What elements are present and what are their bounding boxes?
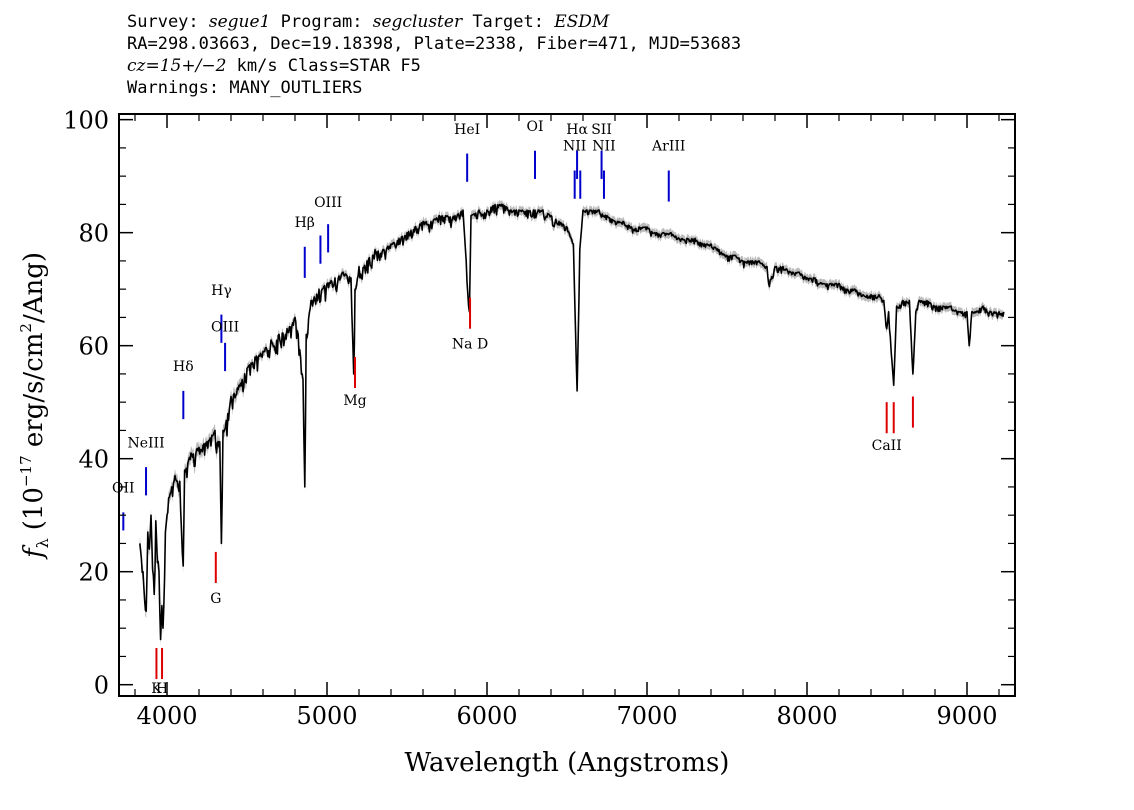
y-label-exponent-2: 2: [17, 323, 35, 333]
emission-line-label: ArIII: [651, 139, 685, 155]
absorption-line-label: H: [156, 681, 168, 697]
y-axis-label: fλ(10−17 erg/s/cm2/Ang): [17, 252, 52, 560]
emission-line-label: Hδ: [173, 359, 194, 375]
emission-line-label: NII: [563, 139, 586, 155]
header-line-coordinates: RA=298.03663, Dec=19.18398, Plate=2338, …: [127, 34, 742, 54]
emission-line-label: Hα: [566, 122, 588, 138]
class-value: km/s Class=STAR F5: [226, 56, 421, 76]
absorption-line-label: G: [210, 591, 221, 607]
header-line-warnings: Warnings: MANY_OUTLIERS: [127, 78, 363, 98]
target-value: ESDM: [554, 12, 610, 32]
x-axis-label: Wavelength (Angstroms): [405, 748, 730, 778]
x-tick-label: 9000: [936, 702, 997, 730]
redshift-value: cz=15+/−2: [127, 56, 227, 76]
x-tick-label: 7000: [616, 702, 677, 730]
y-label-lambda: λ: [33, 538, 52, 548]
emission-line-label: HeI: [454, 122, 480, 138]
y-tick-label: 60: [78, 333, 109, 361]
absorption-line-label: K: [151, 681, 162, 697]
y-label-suffix: /Ang): [19, 252, 49, 323]
y-tick-label: 0: [94, 672, 109, 700]
emission-line-label: Hγ: [211, 283, 232, 299]
program-value: segcluster: [372, 12, 463, 32]
survey-label: Survey:: [127, 12, 209, 32]
x-tick-label: 5000: [296, 702, 357, 730]
survey-value: segue1: [208, 12, 271, 32]
x-tick-label: 4000: [136, 702, 197, 730]
emission-line-label: Hβ: [295, 215, 315, 231]
y-label-units: erg/s/cm: [19, 333, 49, 456]
absorption-line-label: Mg: [343, 393, 366, 409]
spectrum-line: [139, 203, 1005, 641]
absorption-line-label: Na D: [452, 336, 488, 352]
spectrum-header: Survey: segue1 Program: segcluster Targe…: [127, 11, 741, 99]
header-line-redshift: cz=15+/−2 km/s Class=STAR F5: [127, 55, 741, 77]
emission-line-label: OI: [526, 119, 543, 135]
y-tick-label: 20: [78, 559, 109, 587]
program-label: Program:: [270, 12, 373, 32]
emission-line-label: OIII: [211, 320, 239, 336]
absorption-line-label: CaII: [872, 438, 902, 454]
emission-line-label: OIII: [314, 195, 342, 211]
y-label-prefix: (10: [19, 487, 49, 530]
emission-line-label: SII: [591, 122, 612, 138]
y-label-exponent: −17: [17, 455, 35, 487]
axis-tick-layer: 4000 5000 6000 7000 8000 9000 0 20 40 60 80 100: [63, 107, 1015, 730]
emission-line-label: OII: [112, 481, 135, 497]
x-tick-label: 6000: [456, 702, 517, 730]
x-tick-label: 8000: [776, 702, 837, 730]
error-band-layer: [139, 199, 1004, 647]
spectrum-layer: [139, 203, 1005, 641]
error-band: [139, 199, 1004, 647]
y-tick-label: 40: [78, 446, 109, 474]
y-tick-label: 80: [78, 220, 109, 248]
emission-line-label: NeIII: [127, 435, 164, 451]
header-line-survey: Survey: segue1 Program: segcluster Targe…: [127, 11, 741, 33]
target-label: Target:: [462, 12, 555, 32]
emission-line-label: NII: [592, 139, 615, 155]
plot-frame: [118, 113, 1016, 697]
y-tick-label: 100: [63, 107, 109, 135]
